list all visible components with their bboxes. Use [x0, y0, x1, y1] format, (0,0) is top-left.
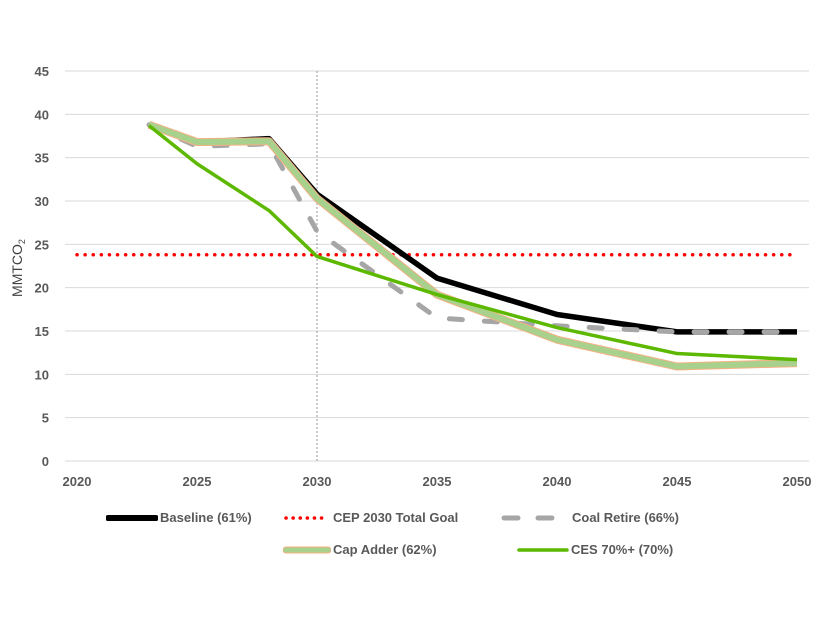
y-axis-label-subscript: 2 [17, 239, 27, 244]
series-cap-adder-62 [147, 120, 798, 371]
x-tick-label: 2040 [543, 474, 572, 489]
series-lines [75, 120, 800, 371]
legend-item-cap-adder: Cap Adder (62%) [283, 542, 437, 557]
series-line [148, 122, 797, 335]
series-line [147, 124, 798, 362]
x-tick-label: 2045 [663, 474, 692, 489]
y-tick-label: 5 [42, 411, 49, 426]
legend-swatch-cap-adder [283, 546, 331, 553]
y-tick-label: 40 [35, 107, 49, 122]
legend-label-cap-adder: Cap Adder (62%) [333, 542, 437, 557]
series-line [147, 121, 798, 370]
legend-item-baseline: Baseline (61%) [106, 510, 252, 525]
x-tick-label: 2025 [183, 474, 212, 489]
x-tick-label: 2035 [423, 474, 452, 489]
gridlines [65, 70, 809, 462]
y-tick-label: 20 [35, 281, 49, 296]
series-coal-retire-66 [146, 122, 800, 335]
x-tick-label: 2050 [783, 474, 812, 489]
legend-swatch-baseline [106, 514, 158, 521]
y-tick-label: 45 [35, 64, 49, 79]
x-tick-label: 2030 [303, 474, 332, 489]
x-axis-ticks: 2020 2025 2030 2035 2040 2045 2050 [63, 474, 812, 489]
legend-swatch-ces [517, 547, 569, 552]
y-axis-ticks: 0 5 10 15 20 25 30 35 40 45 [35, 64, 49, 469]
x-tick-label: 2020 [63, 474, 92, 489]
y-tick-label: 10 [35, 367, 49, 382]
legend-item-cep-goal: CEP 2030 Total Goal [283, 510, 458, 525]
series-ces-70-70 [147, 124, 798, 362]
legend-label-baseline: Baseline (61%) [160, 510, 252, 525]
legend-swatch-cep-goal [284, 515, 329, 520]
legend-item-coal-retire: Coal Retire (66%) [498, 510, 679, 525]
y-tick-label: 0 [42, 454, 49, 469]
y-axis-label: MMTCO2 [9, 239, 27, 297]
legend-item-ces: CES 70%+ (70%) [517, 542, 673, 557]
y-tick-label: 25 [35, 237, 49, 252]
series-line [146, 122, 800, 335]
legend-label-ces: CES 70%+ (70%) [571, 542, 674, 557]
series-baseline-61 [148, 122, 798, 335]
y-tick-label: 30 [35, 194, 49, 209]
y-tick-label: 35 [35, 151, 49, 166]
y-tick-label: 15 [35, 324, 49, 339]
legend-label-coal-retire: Coal Retire (66%) [572, 510, 679, 525]
legend-label-cep-goal: CEP 2030 Total Goal [333, 510, 459, 525]
legend-swatch-coal-retire [501, 515, 570, 520]
